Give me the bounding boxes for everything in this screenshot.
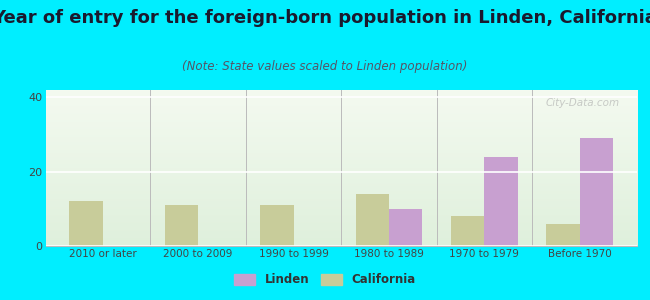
Bar bbox=[164, 205, 198, 246]
Bar bbox=[484, 157, 518, 246]
Bar bbox=[580, 138, 613, 246]
Bar bbox=[547, 224, 580, 246]
Bar bbox=[389, 209, 422, 246]
Bar bbox=[260, 205, 294, 246]
Text: City-Data.com: City-Data.com bbox=[545, 98, 619, 108]
Legend: Linden, California: Linden, California bbox=[229, 269, 421, 291]
Text: (Note: State values scaled to Linden population): (Note: State values scaled to Linden pop… bbox=[182, 60, 468, 73]
Bar bbox=[70, 201, 103, 246]
Text: Year of entry for the foreign-born population in Linden, California: Year of entry for the foreign-born popul… bbox=[0, 9, 650, 27]
Bar bbox=[356, 194, 389, 246]
Bar bbox=[451, 216, 484, 246]
